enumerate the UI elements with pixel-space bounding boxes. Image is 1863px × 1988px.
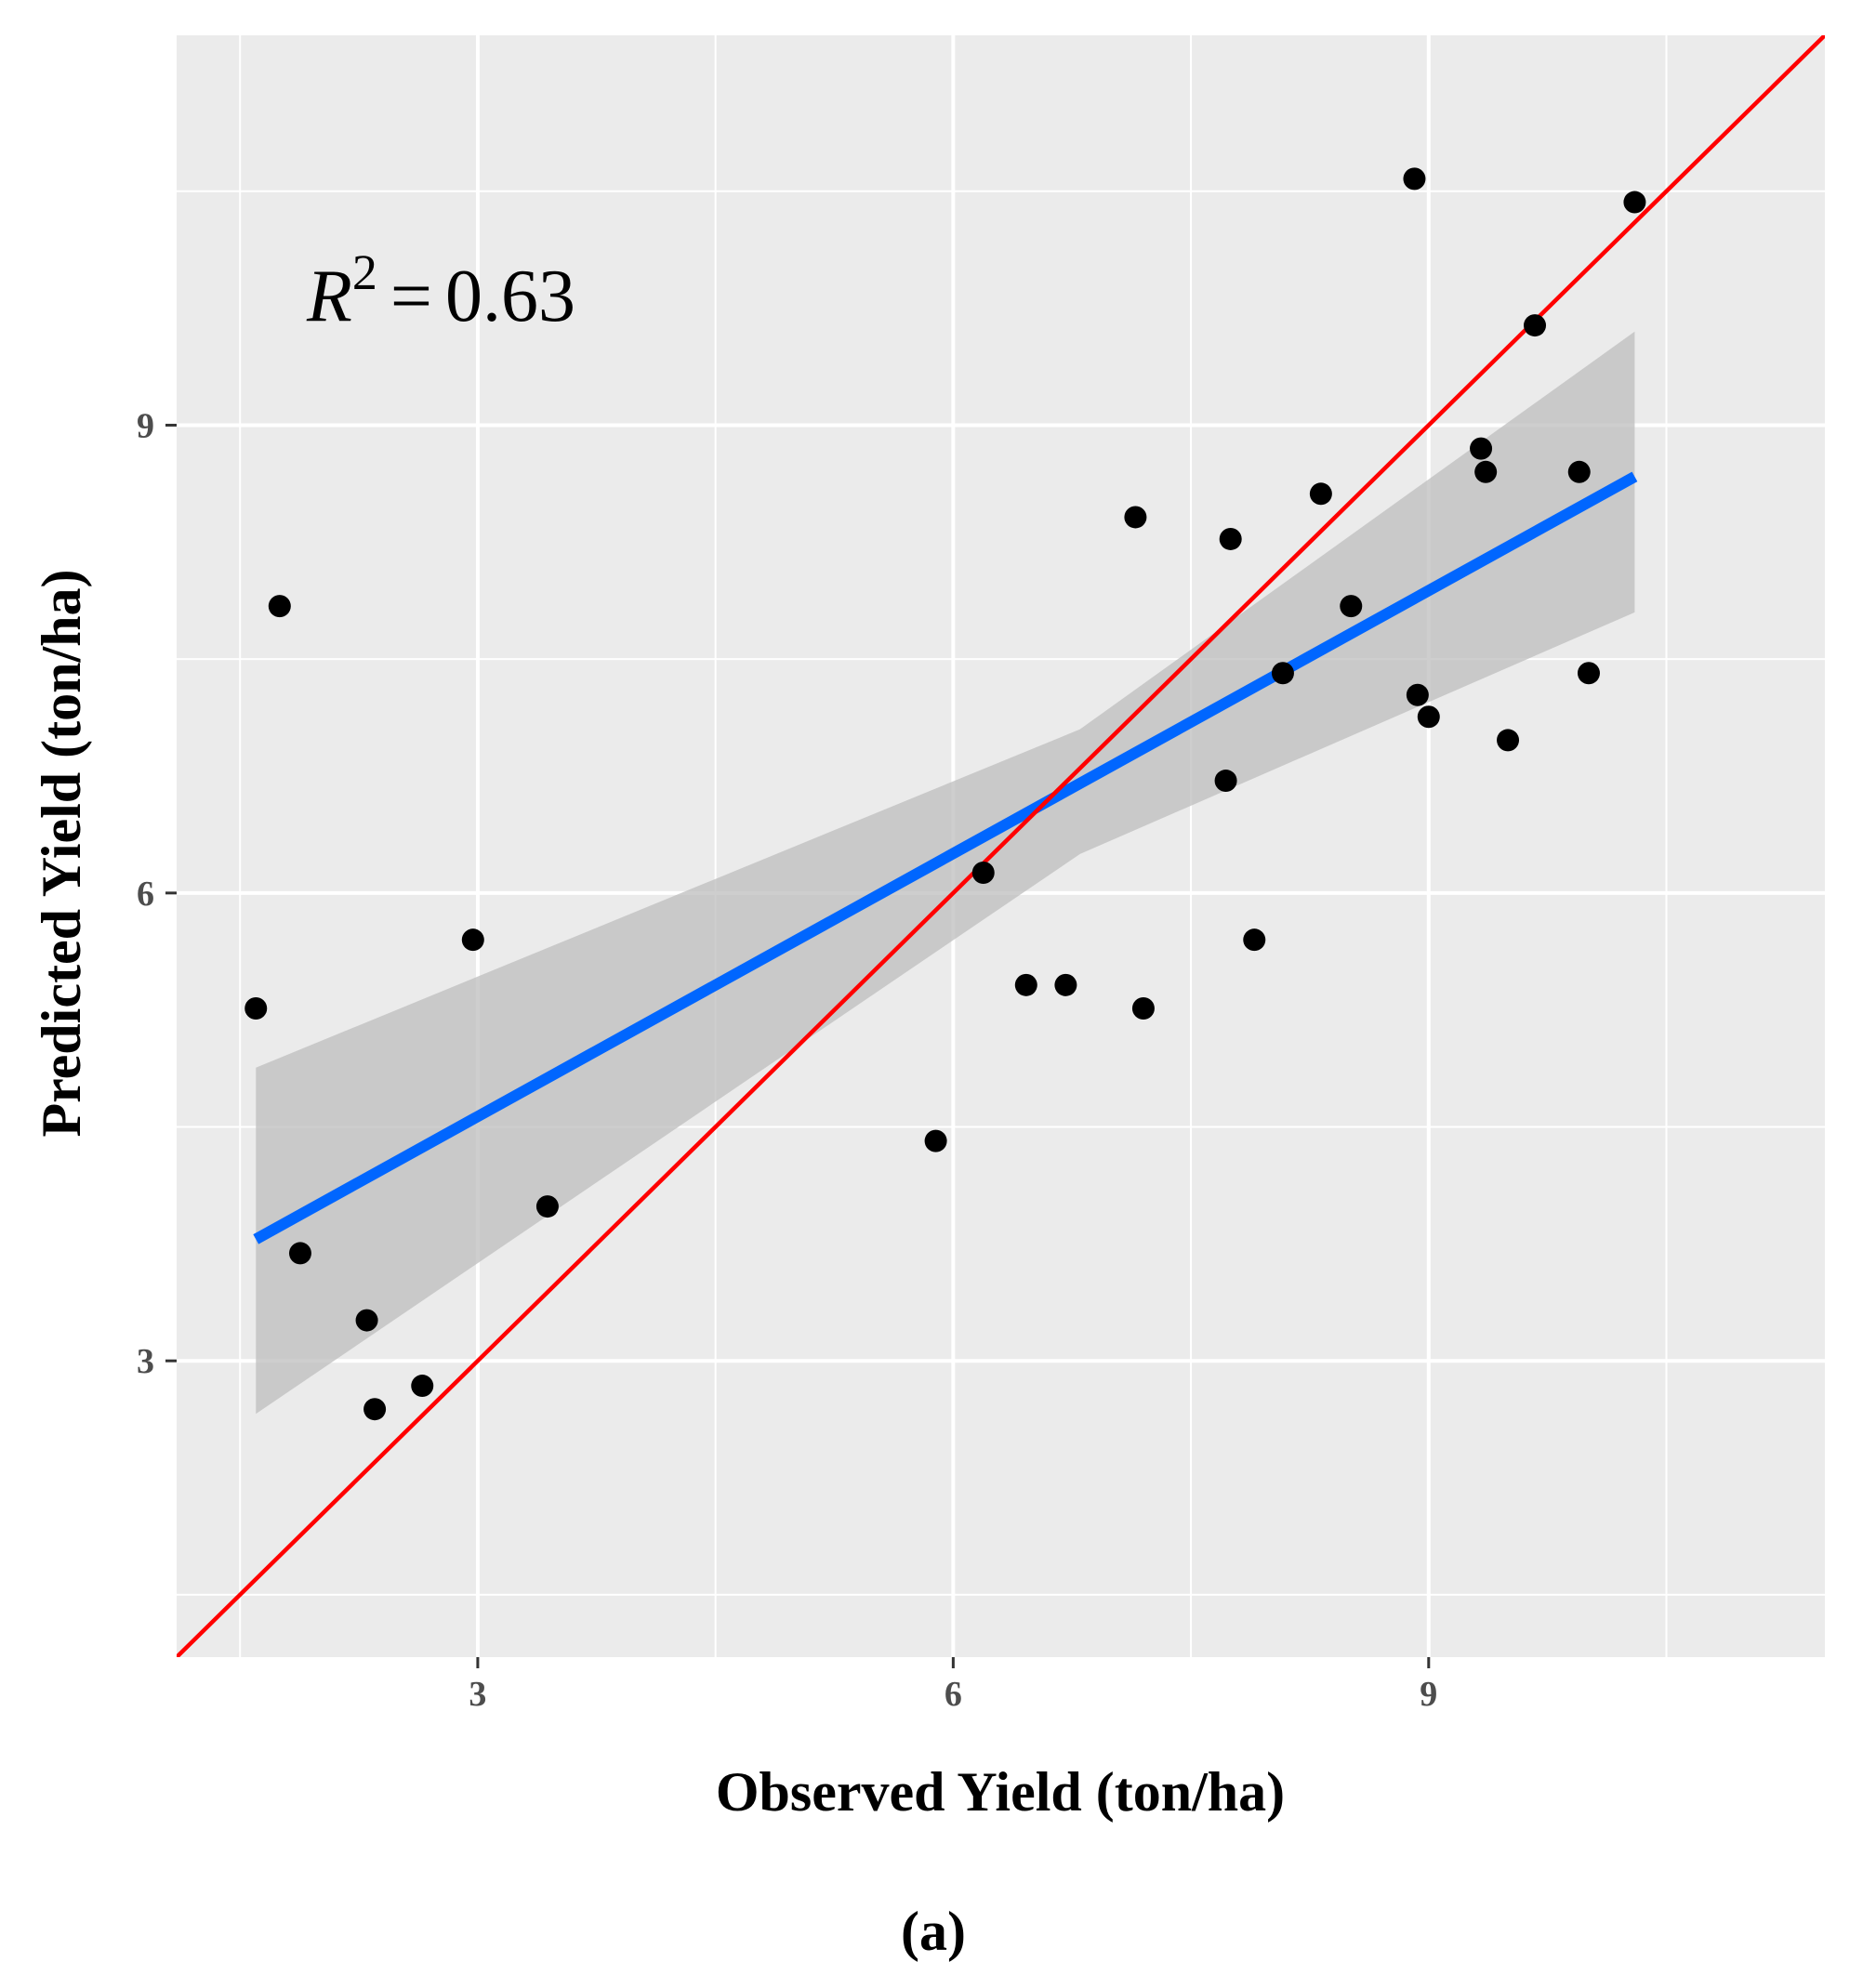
- identity-line: [177, 35, 1825, 1657]
- data-point: [461, 928, 484, 952]
- y-axis-title: Predicted Yield (ton/ha): [31, 569, 92, 1137]
- data-point: [268, 595, 291, 618]
- x-tick-label: 9: [1420, 1675, 1437, 1714]
- data-point: [1403, 167, 1426, 191]
- r-squared-value: 0.63: [445, 256, 575, 337]
- data-point: [363, 1398, 387, 1421]
- y-tick-label: 6: [137, 875, 154, 914]
- data-point: [288, 1242, 311, 1265]
- x-tick-label: 6: [945, 1675, 962, 1714]
- data-point: [1417, 705, 1440, 729]
- y-tick-label: 3: [137, 1342, 154, 1381]
- data-point: [1470, 437, 1493, 460]
- data-point: [1497, 729, 1520, 752]
- data-points: [244, 167, 1646, 1421]
- data-point: [1309, 482, 1332, 506]
- figure-caption: (a): [901, 1901, 966, 1962]
- data-point: [1623, 191, 1646, 214]
- r-squared-annotation: R2 = 0.63: [306, 244, 575, 337]
- data-point: [924, 1129, 947, 1152]
- x-tick-label: 3: [469, 1675, 486, 1714]
- data-point: [1214, 770, 1237, 793]
- confidence-band: [256, 331, 1635, 1415]
- data-point: [244, 997, 268, 1020]
- data-point: [355, 1309, 378, 1332]
- data-point: [1054, 973, 1077, 996]
- y-tick-labels: 3 6 9: [137, 406, 154, 1381]
- data-point: [1524, 314, 1547, 337]
- data-point: [535, 1195, 559, 1218]
- data-point: [1340, 595, 1363, 618]
- data-point: [1271, 662, 1294, 685]
- data-point: [1014, 973, 1037, 996]
- data-point: [1406, 683, 1429, 706]
- regression-line: [253, 471, 1638, 1244]
- data-point: [1131, 997, 1155, 1020]
- y-tick-label: 9: [137, 406, 154, 445]
- data-point: [1567, 460, 1591, 483]
- data-point: [971, 862, 995, 885]
- r-symbol: R: [306, 256, 352, 337]
- x-tick-labels: 3 6 9: [469, 1675, 1437, 1714]
- data-point: [1124, 506, 1147, 529]
- data-point: [1243, 928, 1266, 952]
- data-point: [1577, 662, 1600, 685]
- axis-ticks: [165, 423, 1431, 1668]
- r-exponent: 2: [352, 244, 377, 300]
- data-point: [1219, 527, 1242, 550]
- data-point: [1474, 460, 1498, 483]
- equals-sign: =: [390, 256, 432, 337]
- x-axis-title: Observed Yield (ton/ha): [716, 1761, 1285, 1823]
- data-point: [411, 1375, 434, 1398]
